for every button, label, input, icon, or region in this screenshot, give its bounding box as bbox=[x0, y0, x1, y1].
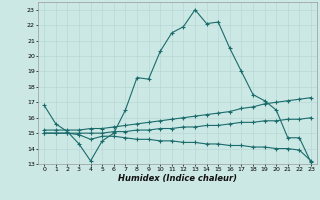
X-axis label: Humidex (Indice chaleur): Humidex (Indice chaleur) bbox=[118, 174, 237, 183]
